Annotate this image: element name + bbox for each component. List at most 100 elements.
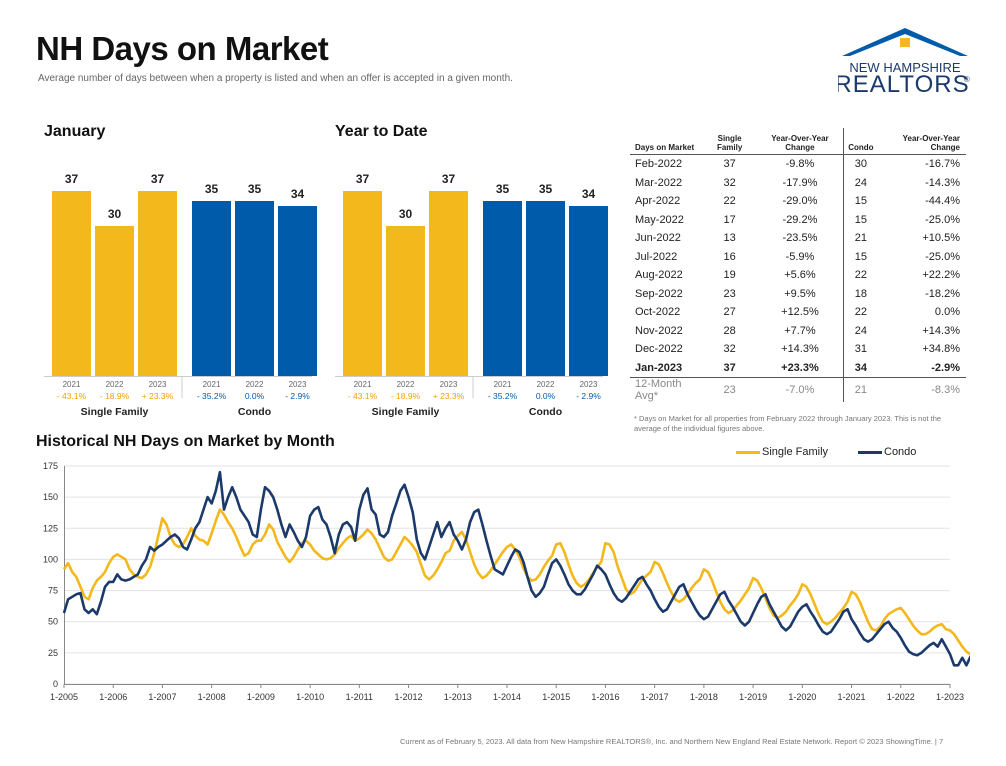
days-on-market-table: Days on Market Single Family Year-Over-Y…	[630, 128, 966, 402]
header-sf-change: Year-Over-Year Change	[771, 134, 829, 152]
series-line-condo	[62, 470, 970, 667]
table-cell-condo-change: -8.3%	[931, 384, 960, 396]
table-cell-month: May-2022	[635, 213, 684, 226]
table-row: Sep-2022 23 +9.5% 18 -18.2%	[630, 284, 966, 303]
table-row: Jul-2022 16 -5.9% 15 -25.0%	[630, 247, 966, 266]
y-tick-label: 0	[53, 679, 58, 689]
table-cell-month: Apr-2022	[635, 195, 681, 208]
table-cell-condo: 22	[843, 303, 878, 322]
table-row: Oct-2022 27 +12.5% 22 0.0%	[630, 303, 966, 322]
header-condo-change: Year-Over-Year Change	[902, 134, 960, 152]
table-cell-sf-change: +23.3%	[781, 361, 819, 374]
table-cell-month: Jul-2022	[635, 250, 678, 263]
table-cell-sf-change: +5.6%	[784, 269, 816, 282]
table-cell-sf: 37	[723, 158, 736, 171]
table-cell-condo-change: -25.0%	[925, 213, 960, 226]
table-cell-sf-change: +7.7%	[784, 324, 816, 337]
table-row: Dec-2022 32 +14.3% 31 +34.8%	[630, 340, 966, 359]
bar-change-label: 0.0%	[245, 391, 265, 401]
table-cell-month: Dec-2022	[635, 343, 683, 356]
table-cell-month: Mar-2022	[635, 176, 683, 189]
x-tick-label: 1-2006	[99, 692, 127, 702]
bar-year-label: 2021	[203, 380, 221, 389]
table-row: Feb-2022 37 -9.8% 30 -16.7%	[630, 154, 966, 174]
table-cell-condo: 18	[843, 284, 878, 303]
window-icon	[900, 38, 910, 47]
table-cell-month: Nov-2022	[635, 324, 683, 337]
bar-value-label: 34	[582, 187, 596, 201]
legend-condo-label: Condo	[884, 446, 917, 458]
bar-condo-2021	[192, 201, 231, 376]
bar-change-label: - 35.2%	[197, 391, 227, 401]
table-cell-condo: 24	[843, 321, 878, 340]
table-cell-condo: 21	[843, 229, 878, 248]
bar-change-label: - 43.1%	[57, 391, 87, 401]
january-title: January	[44, 123, 106, 140]
x-tick-label: 1-2015	[542, 692, 570, 702]
table-cell-condo: 22	[843, 266, 878, 285]
bar-sf-2022	[386, 226, 425, 376]
bar-change-label: - 18.9%	[100, 391, 130, 401]
table-cell-condo: 15	[843, 192, 878, 211]
table-cell-sf-change: -9.8%	[785, 158, 815, 171]
bar-change-label: + 23.3%	[142, 391, 174, 401]
table-cell-condo-change: -14.3%	[925, 176, 960, 189]
table-cell-condo: 24	[843, 173, 878, 192]
x-tick-label: 1-2020	[788, 692, 816, 702]
y-tick-label: 100	[43, 554, 58, 564]
table-cell-sf: 19	[723, 269, 736, 282]
table-cell-condo-change: -25.0%	[925, 250, 960, 263]
table-cell-sf-change: -29.0%	[782, 195, 818, 208]
table-cell-condo-change: -44.4%	[925, 195, 960, 208]
legend-condo: Condo	[858, 446, 916, 458]
table-row: Jan-2023 37 +23.3% 34 -2.9%	[630, 358, 966, 378]
table-cell-sf: 32	[723, 176, 736, 189]
x-tick-label: 1-2022	[887, 692, 915, 702]
bar-change-label: - 43.1%	[348, 391, 378, 401]
table-cell-sf: 23	[723, 287, 736, 300]
table-cell-sf-change: -7.0%	[785, 384, 815, 396]
page-title: NH Days on Market	[36, 30, 329, 67]
bar-condo-2022	[235, 201, 274, 376]
table-row: Aug-2022 19 +5.6% 22 +22.2%	[630, 266, 966, 285]
table-cell-condo-change: +10.5%	[922, 232, 960, 245]
legend-sf-label: Single Family	[762, 446, 829, 458]
bar-value-label: 35	[539, 182, 553, 196]
bar-sf-2023	[138, 191, 177, 376]
table-cell-condo: 34	[843, 358, 878, 378]
historical-line-chart: 0 25 50 75 100 125 150 175 1-2005 1-2006 1-2007 1-2…	[43, 461, 970, 702]
table-cell-sf: 28	[723, 324, 736, 337]
table-cell-condo: 30	[843, 154, 878, 174]
table-cell-condo-change: +22.2%	[922, 269, 960, 282]
table-cell-condo-change: -16.7%	[925, 158, 960, 171]
table-cell-sf: 13	[723, 232, 736, 245]
ytd-title: Year to Date	[335, 123, 428, 140]
x-tick-label: 1-2011	[346, 692, 373, 702]
table-row: Nov-2022 28 +7.7% 24 +14.3%	[630, 321, 966, 340]
table-cell-month: Feb-2022	[635, 158, 683, 171]
table-cell-condo-change: 0.0%	[934, 306, 960, 319]
bar-year-label: 2022	[106, 380, 124, 389]
table-cell-month: Oct-2022	[635, 306, 681, 319]
table-cell-condo: 15	[843, 247, 878, 266]
table-cell-condo: 31	[843, 340, 878, 359]
bar-condo-2023	[278, 206, 317, 376]
table-cell-condo-change: +34.8%	[922, 343, 960, 356]
y-tick-label: 50	[48, 617, 58, 627]
bar-value-label: 35	[205, 182, 219, 196]
bar-change-label: - 2.9%	[576, 391, 601, 401]
x-tick-label: 1-2007	[148, 692, 176, 702]
page-subtitle: Average number of days between when a pr…	[38, 73, 513, 84]
table-cell-sf: 37	[723, 361, 736, 374]
table-row: Apr-2022 22 -29.0% 15 -44.4%	[630, 192, 966, 211]
x-tick-label: 1-2019	[739, 692, 767, 702]
x-tick-label: 1-2021	[838, 692, 866, 702]
legend-single-family: Single Family	[736, 446, 828, 458]
bar-condo-2021	[483, 201, 522, 376]
header-month: Days on Market	[635, 143, 695, 152]
table-cell-sf: 22	[723, 195, 736, 208]
bar-group-label: Single Family	[81, 406, 149, 418]
bar-value-label: 30	[108, 207, 122, 221]
bar-value-label: 37	[65, 172, 79, 186]
bar-sf-2021	[343, 191, 382, 376]
